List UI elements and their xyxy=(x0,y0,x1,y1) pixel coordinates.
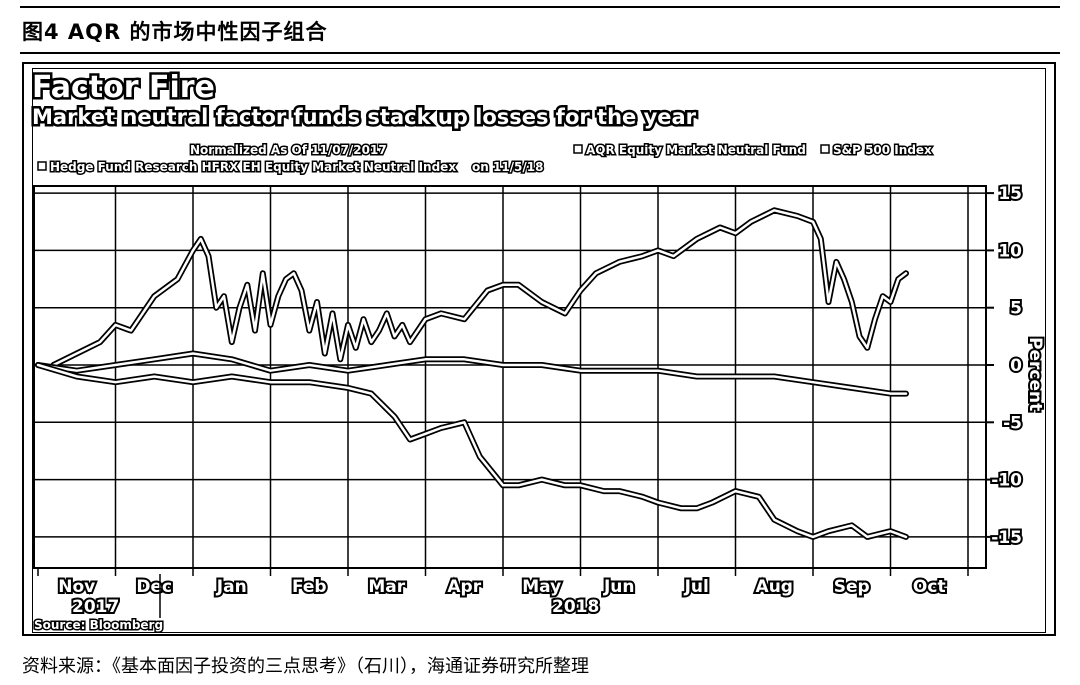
x-tick-label: Aug xyxy=(756,577,793,597)
x-tick-label: Sep xyxy=(834,577,870,597)
y-tick-label: -5 xyxy=(1003,413,1022,433)
legend-aqr-label: AQR Equity Market Neutral Fund xyxy=(586,143,806,157)
x-tick-label: Mar xyxy=(368,577,405,597)
caption-rule xyxy=(20,52,1060,54)
y-tick-label: 10 xyxy=(998,241,1022,261)
year-label-2018: 2018 xyxy=(552,597,599,617)
x-tick-label: Nov xyxy=(58,577,95,597)
x-tick-label: Jan xyxy=(216,577,247,597)
x-tick-label: Feb xyxy=(292,577,327,597)
y-tick-label: 0 xyxy=(1010,356,1022,376)
legend-hfr-label: Hedge Fund Research HFRX EH Equity Marke… xyxy=(50,160,456,174)
y-tick-label: -15 xyxy=(991,528,1022,548)
x-tick-label: Jun xyxy=(603,577,635,597)
legend-spx-label: S&P 500 Index xyxy=(833,143,932,157)
y-tick-label: 5 xyxy=(1010,299,1022,319)
y-tick-label: 15 xyxy=(998,184,1022,204)
legend-swatch-spx xyxy=(820,144,830,154)
y-axis-ticks: 15 10 5 0 -5 -10 -15 xyxy=(986,182,1024,550)
x-tick-label: Dec xyxy=(136,577,172,597)
chart-inner-frame xyxy=(32,68,1046,633)
figure-source-note: 资料来源：《基本面因子投资的三点思考》（石川），海通证券研究所整理 xyxy=(22,656,589,677)
year-label-2017: 2017 xyxy=(72,597,119,617)
x-tick-label: Apr xyxy=(447,577,481,597)
chart-subtitle: Market neutral factor funds stack up los… xyxy=(32,105,697,129)
x-axis-ticks: Nov Dec Jan Feb Mar Apr May Jun Jul Aug Sep Oct xyxy=(37,568,969,599)
figure-caption: 图4 AQR 的市场中性因子组合 xyxy=(22,20,328,44)
legend-swatch-aqr xyxy=(573,144,583,154)
top-rule xyxy=(20,6,1060,8)
series-line-0 xyxy=(52,209,908,367)
x-tick-label: May xyxy=(522,577,561,597)
normalized-note: Normalized As Of 11/07/2017 xyxy=(190,143,387,157)
x-tick-label: Jul xyxy=(684,577,709,597)
chart-frame xyxy=(22,62,1056,636)
series-line-1 xyxy=(36,352,908,395)
chart-source: Source: Bloomberg xyxy=(34,618,163,632)
chart-title: Factor Fire xyxy=(32,70,215,105)
legend-swatch-hfr xyxy=(37,161,47,171)
series-lines xyxy=(35,207,909,540)
x-tick-label: Oct xyxy=(913,577,946,597)
y-tick-label: -10 xyxy=(991,471,1022,491)
y-axis-label: Percent xyxy=(1025,337,1045,411)
legend-hfr-date: on 11/5/18 xyxy=(472,160,543,174)
series-line-2 xyxy=(36,363,908,539)
